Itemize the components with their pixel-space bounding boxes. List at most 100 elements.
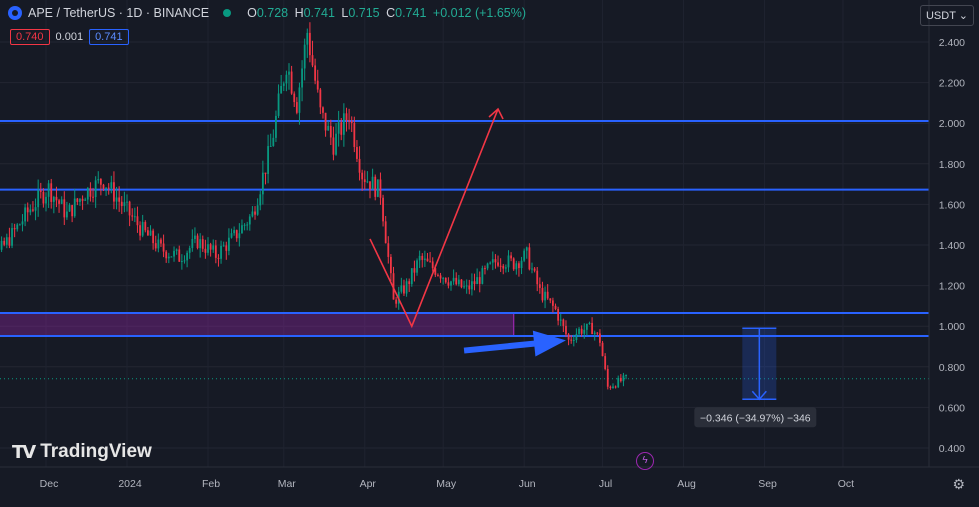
candle: [342, 103, 345, 147]
candle: [13, 223, 16, 238]
drawings[interactable]: −0.346 (−34.97%) −346: [369, 107, 817, 428]
candle: [418, 250, 421, 269]
symbol-title[interactable]: APE / TetherUS · 1D · BINANCE: [28, 6, 210, 20]
candle: [102, 183, 105, 191]
buy-button[interactable]: 0.741: [89, 29, 129, 45]
price-axis[interactable]: 0.400 0.600 0.800 1.000 1.200 1.400 1.600 1.800…: [928, 0, 979, 507]
candle: [99, 178, 102, 196]
candle: [322, 106, 324, 119]
candle: [348, 108, 350, 130]
y-tick-label: 2.400: [939, 37, 965, 49]
y-tick-label: 1.200: [939, 281, 965, 293]
support-zone: [0, 312, 515, 337]
candle: [552, 297, 554, 313]
candle: [235, 229, 238, 242]
candle: [39, 182, 42, 199]
candle: [408, 278, 411, 292]
currency-selector[interactable]: USDT ⌄: [919, 5, 974, 26]
candle: [356, 140, 358, 163]
candle: [416, 258, 418, 276]
lightning-icon[interactable]: ϟ: [636, 452, 654, 470]
candle: [261, 160, 264, 205]
candle: [42, 188, 45, 208]
measure-arrowhead: [751, 390, 767, 401]
candle: [170, 256, 173, 258]
candle: [617, 375, 620, 389]
candle: [34, 198, 37, 221]
candle: [63, 191, 66, 225]
candle: [437, 273, 439, 277]
candle: [165, 250, 168, 263]
candle: [601, 340, 604, 357]
candle: [209, 242, 212, 257]
candle: [400, 277, 403, 294]
candle: [392, 266, 395, 300]
direction-arrow[interactable]: [463, 330, 566, 357]
candle: [544, 286, 546, 309]
candle: [588, 321, 591, 325]
candle: [523, 248, 526, 263]
measure-label-bg: [694, 407, 817, 428]
projection-path[interactable]: [369, 108, 499, 329]
candle: [423, 250, 426, 267]
chart-grid: [0, 0, 929, 467]
candle: [191, 229, 194, 252]
candle: [105, 187, 107, 196]
candle: [86, 186, 89, 205]
y-tick-label: 0.400: [939, 443, 965, 455]
candles: [0, 22, 627, 390]
candle: [316, 69, 319, 93]
candle: [455, 272, 458, 286]
candle: [89, 182, 92, 202]
gear-icon[interactable]: ⚙: [952, 476, 965, 492]
candle: [533, 267, 536, 273]
x-tick-label: Mar: [278, 478, 297, 490]
candle: [73, 188, 76, 218]
candle: [390, 254, 392, 282]
candle: [175, 248, 178, 255]
candle: [290, 65, 293, 95]
candle: [201, 235, 204, 252]
spread-value: 0.001: [55, 31, 84, 43]
candle: [413, 260, 416, 282]
candle: [183, 255, 186, 264]
candle: [361, 169, 364, 191]
candle: [502, 263, 505, 275]
candle: [94, 176, 97, 208]
time-axis[interactable]: Dec 2024 Feb Mar Apr May Jun Jul Aug Sep Oct: [0, 466, 979, 490]
candle: [371, 168, 374, 190]
x-tick-label: Aug: [677, 478, 696, 490]
candle: [139, 221, 141, 241]
candle: [18, 223, 21, 226]
candle: [329, 119, 332, 146]
horizontal-levels[interactable]: 2.0111.6731.0650.9520.741: [0, 113, 969, 386]
candle: [358, 146, 361, 181]
candle: [536, 266, 539, 292]
y-tick-label: 1.800: [939, 159, 965, 171]
candle: [366, 171, 369, 184]
candle: [606, 365, 609, 390]
candle: [144, 220, 147, 233]
candle: [152, 228, 155, 250]
x-tick-label: Jun: [519, 478, 536, 490]
x-tick-label: Feb: [202, 478, 220, 490]
candle: [612, 383, 614, 389]
candle: [160, 237, 162, 247]
candle: [387, 236, 390, 264]
order-panel: 0.740 0.001 0.741: [10, 29, 129, 45]
candle: [76, 197, 79, 206]
ape-coin-icon: [8, 6, 22, 20]
candle: [426, 252, 429, 262]
candle: [510, 252, 512, 262]
candle: [113, 171, 115, 210]
candle: [180, 254, 183, 270]
candle: [363, 170, 366, 190]
candle: [47, 180, 50, 208]
candle: [217, 254, 220, 267]
candle: [11, 223, 13, 249]
candle: [332, 126, 335, 161]
sell-button[interactable]: 0.740: [10, 29, 50, 45]
candle: [619, 374, 622, 383]
candle: [207, 237, 209, 256]
